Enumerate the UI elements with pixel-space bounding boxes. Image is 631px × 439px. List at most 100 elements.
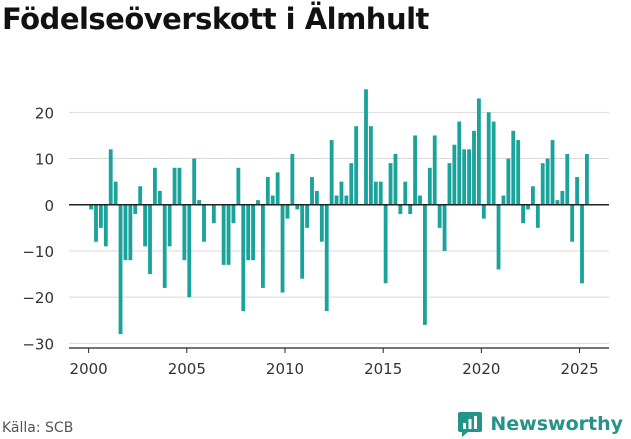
bar (241, 204, 246, 312)
y-tick-label: −10 (22, 243, 54, 261)
bar-layer (89, 89, 589, 335)
bar (462, 149, 467, 205)
bar (128, 204, 133, 261)
source-note: Källa: SCB (2, 420, 74, 436)
bar (108, 149, 113, 205)
bar (368, 126, 373, 205)
bar (148, 204, 152, 275)
brand-logo[interactable]: Newsworthy (456, 410, 623, 438)
bar (270, 195, 275, 205)
y-tick-label: 0 (44, 197, 54, 215)
bar (521, 204, 526, 224)
bar (447, 163, 452, 205)
bar (565, 153, 570, 205)
y-tick-label: −30 (22, 335, 54, 353)
bar (472, 130, 476, 205)
bar (408, 204, 413, 214)
bar (285, 204, 290, 219)
x-tick-label: 2020 (462, 360, 500, 378)
bar (535, 204, 540, 228)
bar (94, 204, 98, 242)
bar (403, 181, 408, 205)
bar (133, 204, 138, 214)
bar (260, 204, 265, 288)
y-tick-label: 20 (35, 104, 54, 122)
bar (295, 204, 300, 210)
bar (231, 204, 236, 224)
bar (550, 140, 555, 205)
bar (349, 163, 354, 205)
bar (197, 200, 202, 205)
bar (314, 190, 319, 205)
bar (167, 204, 172, 247)
bar (555, 200, 560, 205)
bar (526, 204, 530, 210)
bar (580, 204, 584, 284)
bar (530, 186, 535, 205)
bar (113, 181, 118, 205)
bar (319, 204, 324, 242)
x-tick-label: 2025 (560, 360, 598, 378)
bar (437, 204, 442, 228)
bar (310, 177, 314, 205)
x-tick-label: 2005 (168, 360, 206, 378)
bar (324, 204, 329, 312)
bar (329, 140, 334, 205)
bar (123, 204, 128, 261)
bar (300, 204, 305, 279)
bar (575, 177, 580, 205)
bar (378, 181, 383, 205)
bar (202, 204, 206, 242)
bar (364, 89, 368, 205)
bar (236, 167, 241, 205)
bar (354, 126, 359, 205)
bar (192, 158, 197, 205)
y-tick-label: −20 (22, 289, 54, 307)
x-tick-label: 2015 (364, 360, 402, 378)
bar (457, 121, 462, 205)
bar (182, 204, 187, 261)
bar (221, 204, 226, 265)
bar (89, 204, 94, 210)
bar (570, 204, 575, 242)
bar (246, 204, 251, 261)
bar (496, 204, 501, 270)
grid-layer (69, 111, 609, 344)
bar (373, 181, 378, 205)
bar (545, 158, 550, 205)
bar (344, 195, 349, 205)
bar (427, 167, 432, 205)
bar (560, 190, 565, 205)
bar (256, 200, 260, 205)
bar (118, 204, 123, 335)
bar (138, 186, 143, 205)
bar (422, 204, 427, 325)
bar (290, 153, 295, 205)
bar (486, 112, 491, 205)
bar (152, 167, 157, 205)
bar (103, 204, 108, 247)
bar (506, 158, 511, 205)
chart-title: Födelseöverskott i Älmhult (2, 2, 429, 36)
bar (305, 204, 310, 228)
bar (275, 172, 280, 205)
bar (211, 204, 216, 224)
bar (491, 121, 496, 205)
bar (143, 204, 148, 247)
x-tick-label: 2000 (70, 360, 108, 378)
bar (452, 144, 457, 205)
bar (540, 163, 545, 205)
x-tick-label: 2010 (266, 360, 304, 378)
bar (432, 135, 437, 205)
bar (413, 135, 418, 205)
bar (162, 204, 167, 288)
bar (393, 153, 398, 205)
bar (467, 149, 472, 205)
bar (383, 204, 388, 284)
bar (418, 195, 422, 205)
y-tick-label: 10 (35, 151, 54, 169)
bar (98, 204, 103, 228)
bar (157, 190, 162, 205)
bar (388, 163, 393, 205)
